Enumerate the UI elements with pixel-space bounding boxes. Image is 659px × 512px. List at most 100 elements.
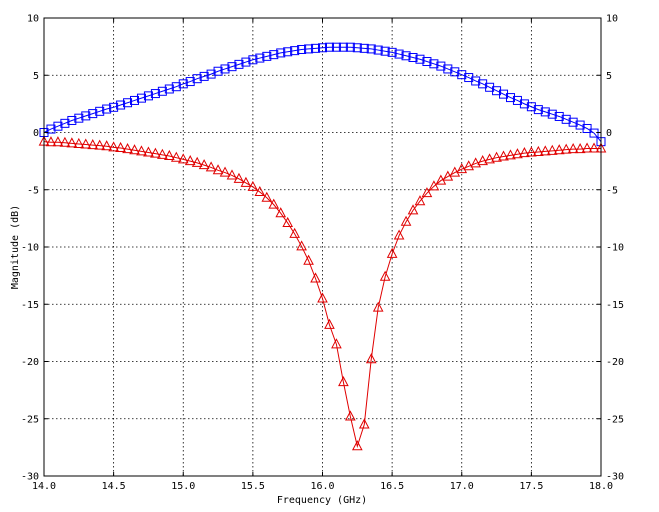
series-1-point xyxy=(157,86,167,96)
series-1-point xyxy=(185,77,195,87)
y-tick-label-left: -5 xyxy=(27,185,39,196)
series-2-point xyxy=(449,166,461,177)
x-tick-label: 17.0 xyxy=(450,481,474,492)
series-2-point xyxy=(324,318,335,329)
series-2-point xyxy=(240,176,252,187)
series-1-point xyxy=(109,102,119,112)
series-1-point xyxy=(478,79,488,89)
series-1-point xyxy=(373,45,383,55)
series-1-point xyxy=(512,95,522,105)
series-1-point xyxy=(443,64,453,74)
series-1-point xyxy=(575,120,585,130)
y-tick-label-right: -5 xyxy=(606,185,618,196)
series-1-point xyxy=(150,89,160,99)
y-tick-label-right: -30 xyxy=(606,472,624,483)
series-1-point xyxy=(311,43,321,53)
y-tick-label-right: 5 xyxy=(606,71,612,82)
series-2-point xyxy=(588,142,600,153)
series-2-point xyxy=(463,160,475,171)
series-2-point xyxy=(289,227,300,238)
series-2-point xyxy=(80,138,92,149)
series-2-point xyxy=(275,207,287,218)
series-2-point xyxy=(317,292,328,303)
series-1-point xyxy=(401,51,411,61)
series-1-point xyxy=(464,73,474,83)
series-2-point xyxy=(115,141,126,152)
y-tick-label-left: -20 xyxy=(21,357,39,368)
series-2-point xyxy=(379,270,391,281)
series-2-point xyxy=(338,376,349,387)
series-2-point xyxy=(205,161,217,172)
series-1-point xyxy=(255,53,265,63)
series-2-point xyxy=(129,144,140,155)
series-2-point xyxy=(400,215,412,226)
series-2-point xyxy=(470,157,482,168)
series-1-point xyxy=(422,57,432,67)
y-tick-label-right: 10 xyxy=(606,14,618,25)
series-1-point xyxy=(394,49,404,59)
series-1-point xyxy=(540,107,550,117)
series-1-point xyxy=(519,99,529,109)
x-axis-label: Frequency (GHz) xyxy=(277,495,367,506)
series-1-point xyxy=(74,113,84,123)
series-2-point xyxy=(219,166,231,177)
series-1-point xyxy=(547,109,557,119)
series-1-point xyxy=(53,121,63,131)
series-1-point xyxy=(227,62,237,72)
y-tick-label-left: -30 xyxy=(21,472,39,483)
series-1-point xyxy=(178,79,188,89)
series-2-point xyxy=(456,163,468,174)
series-2-point xyxy=(365,353,377,364)
series-1-point xyxy=(171,82,181,92)
y-tick-label-left: -25 xyxy=(21,414,39,425)
x-tick-label: 15.0 xyxy=(171,481,195,492)
series-1-point xyxy=(324,42,334,52)
series-1-point xyxy=(380,46,390,56)
series-1-point xyxy=(359,43,369,53)
series-1-point xyxy=(297,44,307,54)
series-1-point xyxy=(499,89,509,99)
series-2-point xyxy=(533,145,544,156)
y-tick-label-right: 0 xyxy=(606,128,612,139)
series-1-point xyxy=(589,128,599,138)
series-1-point xyxy=(582,123,592,133)
y-tick-label-left: 5 xyxy=(33,71,39,82)
series-2-point xyxy=(331,338,342,349)
series-2-point xyxy=(268,198,280,209)
series-1-point xyxy=(331,42,341,52)
series-1-point xyxy=(436,61,446,71)
series-1-point xyxy=(283,47,293,57)
series-1 xyxy=(39,42,606,147)
series-2-point xyxy=(372,301,384,312)
series-1-point xyxy=(234,59,244,69)
series-1-point xyxy=(116,100,126,110)
series-1-point xyxy=(206,69,216,79)
series-2-point xyxy=(212,164,224,175)
series-2-point xyxy=(498,150,509,161)
series-2-point xyxy=(546,144,558,155)
series-2-point xyxy=(122,143,133,154)
series-1-point xyxy=(318,43,327,53)
series-1-point xyxy=(220,64,230,74)
series-layer xyxy=(38,42,607,451)
series-2-point xyxy=(560,143,572,154)
series-2-point xyxy=(574,143,586,154)
y-tick-label-left: 10 xyxy=(27,14,39,25)
series-2-point xyxy=(198,159,210,170)
series-2-point xyxy=(421,187,433,198)
x-tick-label: 17.5 xyxy=(519,481,543,492)
series-1-point xyxy=(304,44,314,54)
series-2-point xyxy=(254,185,266,197)
series-1-point xyxy=(338,42,348,52)
series-1-point xyxy=(262,51,272,61)
series-1-point xyxy=(123,98,133,108)
y-tick-label-left: -15 xyxy=(21,300,39,311)
series-1-point xyxy=(345,42,355,52)
series-2-point xyxy=(150,147,161,158)
series-1-point xyxy=(102,104,112,114)
series-2-point xyxy=(66,137,78,148)
series-2-point xyxy=(226,169,238,180)
series-2-point xyxy=(393,229,405,240)
series-2-point xyxy=(143,146,154,157)
